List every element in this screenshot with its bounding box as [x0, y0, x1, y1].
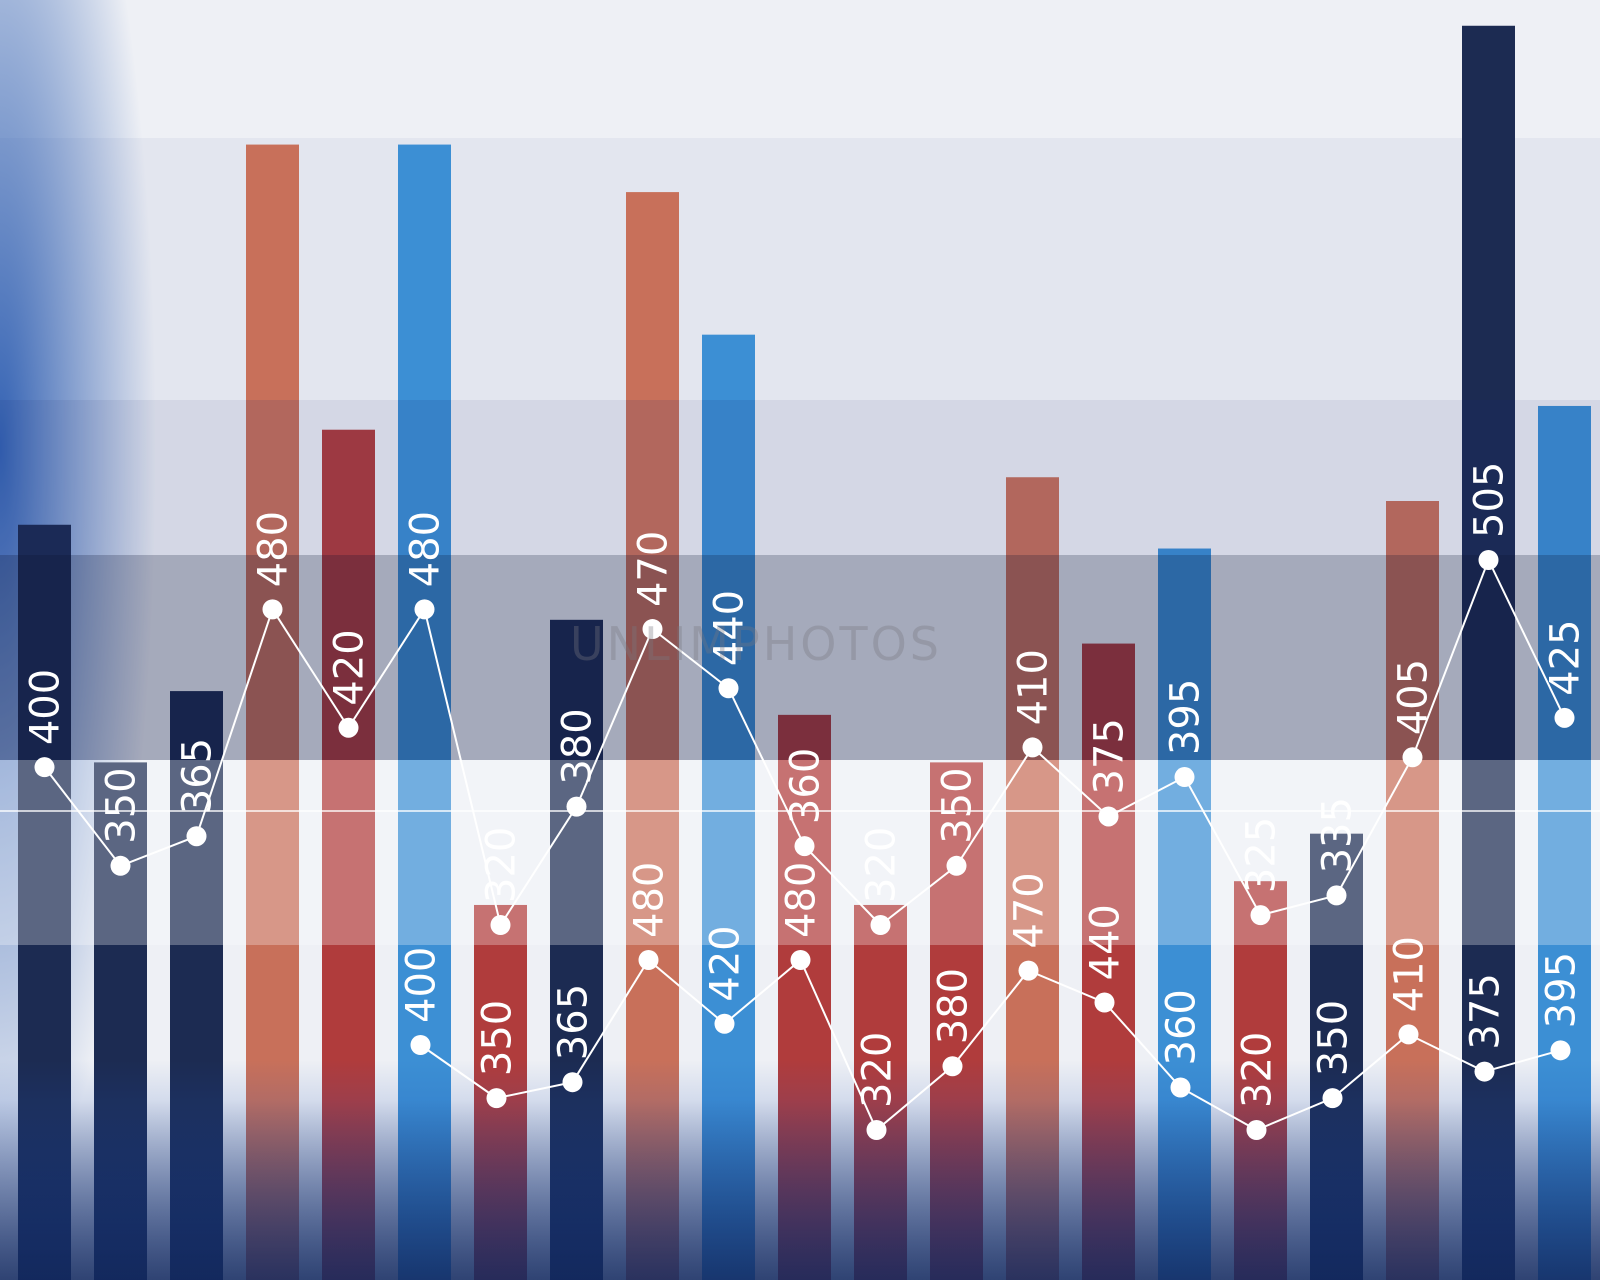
line-point — [486, 1088, 507, 1109]
line-point — [1322, 1088, 1343, 1109]
line-point — [1170, 1077, 1191, 1098]
line-point — [866, 1120, 887, 1140]
data-label: 350 — [99, 767, 145, 843]
data-label: 350 — [1311, 1000, 1357, 1076]
data-label: 480 — [779, 862, 825, 938]
data-label: 425 — [1543, 619, 1589, 695]
data-label: 405 — [1391, 659, 1437, 735]
bottom-dark-fade — [0, 1100, 1600, 1280]
line-point — [262, 599, 283, 620]
line-point — [942, 1056, 963, 1077]
line-point — [1550, 1040, 1571, 1061]
data-label: 350 — [475, 1000, 521, 1076]
line-point — [1474, 1061, 1495, 1082]
data-label: 395 — [1539, 952, 1585, 1028]
data-label: 420 — [703, 925, 749, 1001]
data-label: 480 — [627, 862, 673, 938]
line-point — [1398, 1024, 1419, 1045]
line-point — [338, 717, 359, 738]
data-label: 365 — [551, 984, 597, 1060]
data-label: 400 — [23, 669, 69, 745]
line-point — [1098, 806, 1119, 827]
data-label: 320 — [859, 827, 905, 903]
line-point — [1018, 960, 1039, 981]
band-overlay-mid — [0, 400, 1600, 555]
data-label: 325 — [1239, 817, 1285, 893]
data-label: 420 — [327, 629, 373, 705]
data-label: 505 — [1467, 462, 1513, 538]
line-point — [642, 619, 663, 640]
line-point — [1478, 550, 1499, 570]
data-label: 320 — [855, 1032, 901, 1108]
data-label: 480 — [251, 511, 297, 587]
data-label: 480 — [403, 511, 449, 587]
line-point — [34, 757, 55, 778]
line-point — [1022, 737, 1043, 758]
line-point — [638, 950, 659, 970]
upper-line-series: 400 350 365 480 420 480 320 380 470 440 360 320 350 4… — [23, 462, 1589, 935]
line-point — [1554, 707, 1575, 728]
data-label: 335 — [1315, 797, 1361, 873]
line-point — [566, 796, 587, 817]
data-label: 400 — [399, 947, 445, 1023]
data-label: 440 — [707, 590, 753, 666]
line-point — [1094, 992, 1115, 1013]
data-label: 410 — [1387, 936, 1433, 1012]
data-label: 380 — [931, 968, 977, 1044]
line-point — [490, 915, 511, 935]
data-label: 395 — [1163, 679, 1209, 755]
line-point — [1246, 1120, 1267, 1140]
data-label: 350 — [935, 767, 981, 843]
line-point — [1326, 885, 1347, 906]
line-point — [946, 855, 967, 876]
line-point — [1174, 767, 1195, 788]
line-point — [410, 1035, 431, 1055]
line-point — [794, 836, 815, 857]
lower-line-series: 400 350 365 480 420 480 320 380 470 440 360 320 350 4… — [399, 862, 1585, 1140]
data-label: 365 — [175, 738, 221, 814]
line-point — [186, 826, 207, 847]
line-point — [562, 1072, 583, 1093]
band-overlay-dark — [0, 555, 1600, 760]
data-label: 360 — [1159, 989, 1205, 1065]
data-label: 380 — [555, 708, 601, 784]
line-point — [714, 1013, 735, 1034]
data-label: 470 — [1007, 872, 1053, 948]
line-point — [718, 678, 739, 699]
data-label: 320 — [479, 827, 525, 903]
line-point — [790, 950, 811, 970]
data-label: 320 — [1235, 1032, 1281, 1108]
data-label: 375 — [1087, 718, 1133, 794]
data-label: 440 — [1083, 904, 1129, 980]
data-label: 410 — [1011, 649, 1057, 725]
line-point — [1402, 747, 1423, 768]
line-path — [419, 958, 1561, 1132]
line-point — [1250, 905, 1271, 926]
data-label: 375 — [1463, 973, 1509, 1049]
line-point — [110, 855, 131, 876]
line-point — [870, 915, 891, 935]
line-point — [414, 599, 435, 620]
watermark: UNLIMPHOTOS — [570, 617, 942, 671]
data-label: 360 — [783, 748, 829, 824]
data-label: 470 — [631, 531, 677, 607]
